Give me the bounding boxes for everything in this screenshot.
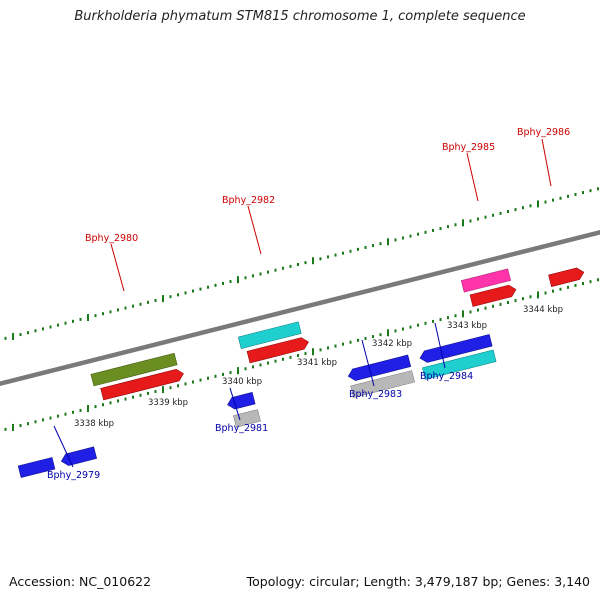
gene-feature[interactable] xyxy=(17,457,56,478)
gene-label[interactable]: Bphy_2982 xyxy=(222,195,275,206)
gene-label[interactable]: Bphy_2983 xyxy=(349,389,402,400)
gene-feature[interactable] xyxy=(422,349,497,380)
gene-feature[interactable] xyxy=(469,284,518,307)
chromosome-backbone xyxy=(0,229,600,387)
gene-label[interactable]: Bphy_2980 xyxy=(85,233,138,244)
gene-feature[interactable] xyxy=(237,321,302,349)
gene-feature[interactable] xyxy=(233,409,261,428)
gene-feature[interactable] xyxy=(350,370,415,398)
scale-label: 3339 kbp xyxy=(148,398,188,408)
gene-feature[interactable] xyxy=(548,266,586,287)
scale-label: 3340 kbp xyxy=(222,377,262,387)
gene-feature[interactable] xyxy=(246,336,310,364)
label-leader xyxy=(53,425,74,468)
gene-feature[interactable] xyxy=(90,352,178,387)
gene-feature[interactable] xyxy=(226,391,256,410)
label-leader xyxy=(541,138,552,187)
scale-label: 3341 kbp xyxy=(297,358,337,368)
label-leader xyxy=(110,243,125,292)
label-leader xyxy=(361,339,375,387)
gene-label[interactable]: Bphy_2981 xyxy=(215,423,268,434)
scale-label: 3343 kbp xyxy=(447,321,487,331)
summary-text: Topology: circular; Length: 3,479,187 bp… xyxy=(246,574,590,589)
gene-label[interactable]: Bphy_2986 xyxy=(517,127,570,138)
gene-feature[interactable] xyxy=(418,334,493,364)
gene-label[interactable]: Bphy_2984 xyxy=(420,371,473,382)
scale-ticks xyxy=(4,187,599,431)
scale-label: 3344 kbp xyxy=(523,305,563,315)
label-leader xyxy=(434,322,446,369)
gene-feature[interactable] xyxy=(100,368,185,401)
label-leader xyxy=(247,205,262,255)
gene-label[interactable]: Bphy_2985 xyxy=(442,142,495,153)
gene-label[interactable]: Bphy_2979 xyxy=(47,470,100,481)
gene-feature[interactable] xyxy=(347,354,412,382)
map-title: Burkholderia phymatum STM815 chromosome … xyxy=(74,9,526,24)
scale-label: 3338 kbp xyxy=(74,419,114,429)
label-leader xyxy=(466,152,479,202)
accession-text: Accession: NC_010622 xyxy=(9,574,152,589)
gene-feature[interactable] xyxy=(460,268,511,293)
scale-label: 3342 kbp xyxy=(372,339,412,349)
label-leader xyxy=(229,387,241,421)
